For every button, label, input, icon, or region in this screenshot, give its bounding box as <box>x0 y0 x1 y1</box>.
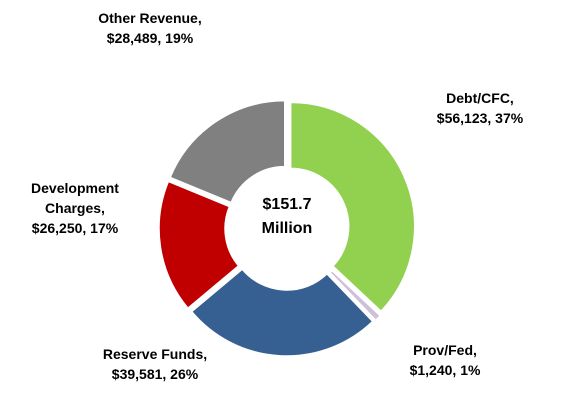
category-label: Prov/Fed, <box>413 342 477 358</box>
percent-label: 37% <box>495 110 524 126</box>
value-label: $26,250, <box>31 220 87 236</box>
value-line: $26,250, 17% <box>10 218 140 238</box>
donut-slice <box>328 269 382 322</box>
value-line: $28,489, 19% <box>75 28 225 48</box>
donut-slice <box>158 180 240 310</box>
value-line: $39,581, 26% <box>80 364 230 384</box>
value-line: $1,240, 1% <box>380 360 510 380</box>
percent-label: 26% <box>170 366 199 382</box>
category-label: Other Revenue, <box>98 10 202 26</box>
slice-label: Debt/CFC, $56,123, 37% <box>405 88 555 128</box>
slice-label: Reserve Funds, $39,581, 26% <box>80 344 230 384</box>
donut-slice <box>169 99 286 204</box>
percent-label: 1% <box>460 362 481 378</box>
category-label: Reserve Funds, <box>102 346 208 362</box>
donut-slice <box>289 101 416 313</box>
category-label: Debt/CFC, <box>446 90 514 106</box>
center-label: $151.7 Million <box>261 196 313 237</box>
value-line: $56,123, 37% <box>405 108 555 128</box>
slice-label: Development Charges, $26,250, 17% <box>10 178 140 238</box>
donut-slice <box>190 268 374 357</box>
value-label: $28,489, <box>106 30 162 46</box>
category-label: Development Charges, <box>31 180 119 216</box>
slice-label: Prov/Fed, $1,240, 1% <box>380 340 510 380</box>
value-label: $39,581, <box>111 366 167 382</box>
value-label: $1,240, <box>409 362 457 378</box>
percent-label: 17% <box>90 220 119 236</box>
slice-label: Other Revenue, $28,489, 19% <box>75 8 225 48</box>
percent-label: 19% <box>165 30 194 46</box>
value-label: $56,123, <box>436 110 492 126</box>
